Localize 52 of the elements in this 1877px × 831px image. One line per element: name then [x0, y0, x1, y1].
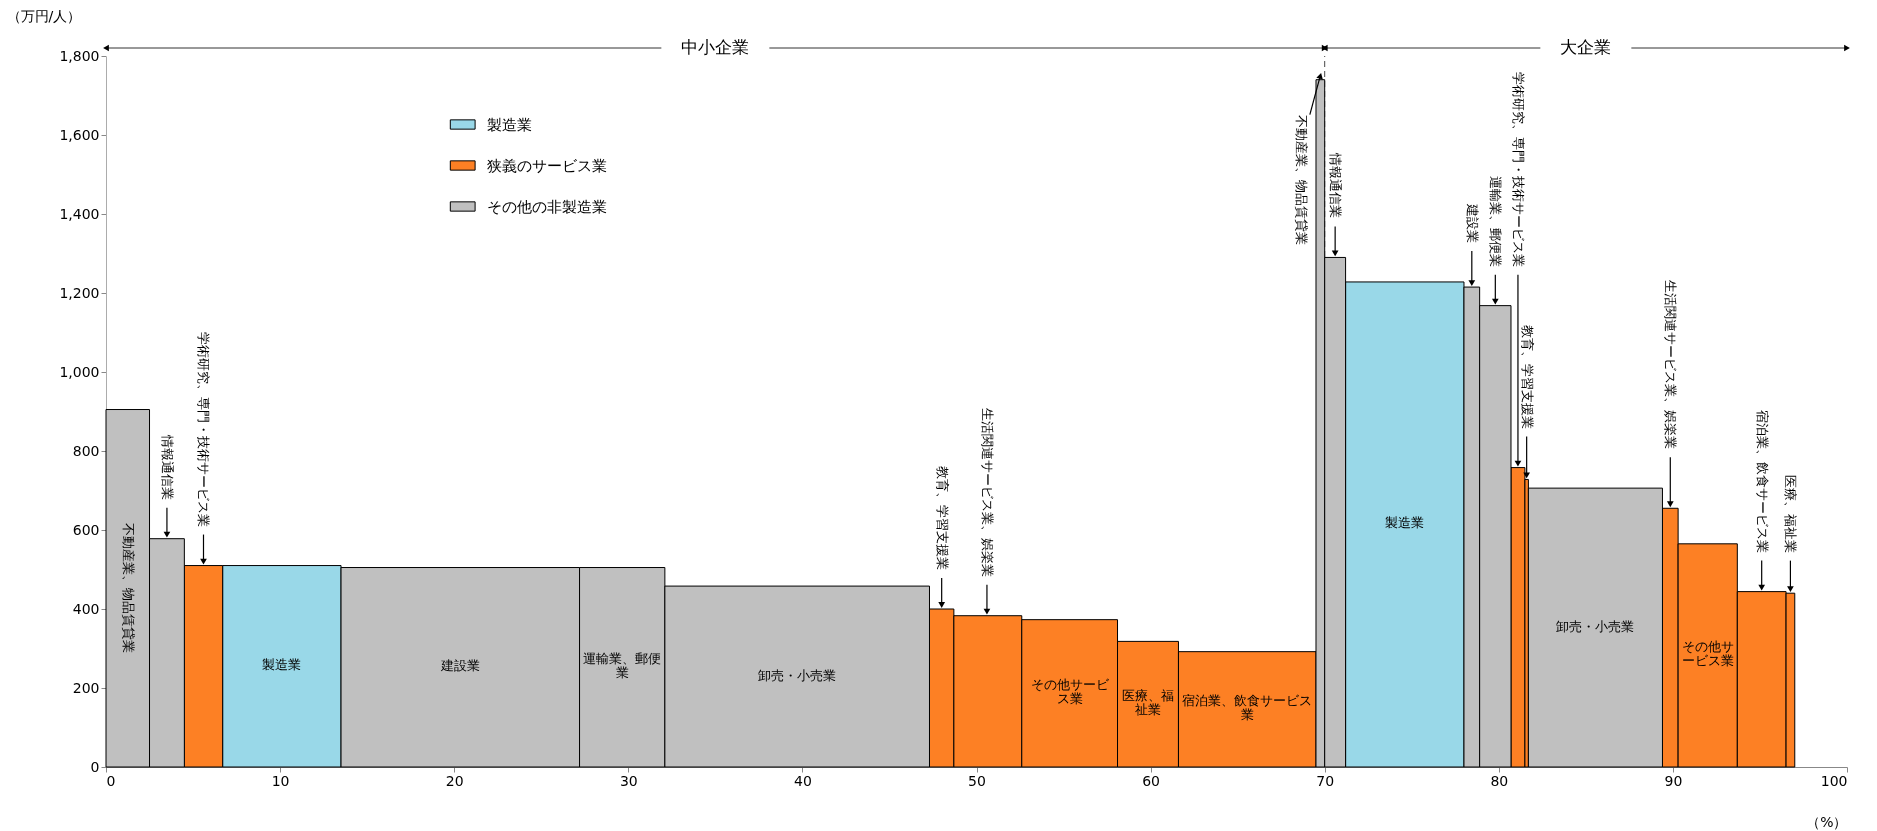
x-tick-label: 70 — [1316, 772, 1335, 789]
x-tick-label: 90 — [1664, 772, 1683, 789]
y-tick-label: 1,000 — [59, 363, 100, 380]
x-tick-label: 0 — [106, 772, 116, 789]
y-tick-label: 0 — [90, 758, 100, 775]
annotation: 運輸業、郵便業 — [1488, 175, 1504, 267]
annotation: 運輸業、郵便業 — [583, 651, 662, 681]
annotation: 学術研究、専門・技術サービス業 — [196, 331, 212, 527]
y-tick-label: 600 — [72, 521, 100, 538]
annotation: 建設業 — [439, 658, 480, 674]
annotation: 建設業 — [1464, 202, 1480, 243]
x-axis-title: （%） — [1806, 813, 1848, 830]
annotation: その他サービス業 — [1681, 639, 1734, 669]
x-tick-label: 10 — [271, 772, 290, 789]
annotation: 生活関連サービス業、娯楽業 — [1663, 280, 1679, 450]
x-tick-label: 100 — [1820, 772, 1848, 789]
annotation: 宿泊業、飲食サービス業 — [1182, 693, 1313, 723]
y-tick-label: 1,200 — [59, 284, 100, 301]
annotation: 生活関連サービス業、娯楽業 — [979, 407, 995, 577]
y-tick-label: 400 — [72, 600, 100, 617]
annotation: 製造業 — [262, 657, 302, 673]
annotation: 製造業 — [1385, 515, 1425, 531]
y-tick-label: 1,600 — [59, 126, 100, 143]
annotation: 情報通信業 — [159, 433, 175, 500]
annotation: 不動産業、物品賃貸業 — [120, 523, 136, 654]
band-label: 中小企業 — [681, 37, 750, 57]
annotation: 教育、学習支援業 — [1519, 324, 1535, 429]
annotation: その他サービス業 — [1030, 677, 1110, 707]
x-tick-label: 80 — [1490, 772, 1509, 789]
x-tick-label: 20 — [445, 772, 464, 789]
legend-label: 製造業 — [487, 115, 533, 134]
annotation: 卸売・小売業 — [758, 667, 837, 683]
x-tick-label: 40 — [793, 772, 812, 789]
x-tick-label: 30 — [619, 772, 638, 789]
annotation: 教育、学習支援業 — [934, 466, 950, 570]
annotation: 医療、福祉業 — [1121, 688, 1174, 718]
legend-label: その他の非製造業 — [487, 197, 608, 216]
x-tick-label: 50 — [968, 772, 986, 789]
y-tick-label: 1,800 — [59, 47, 100, 64]
y-tick-label: 200 — [72, 679, 100, 696]
y-axis-title: （万円/人） — [6, 7, 82, 24]
y-tick-label: 1,400 — [59, 205, 100, 222]
annotation: 学術研究、専門・技術サービス業 — [1510, 71, 1526, 267]
annotation: 卸売・小売業 — [1556, 618, 1635, 634]
annotation: 不動産業、物品賃貸業 — [1294, 114, 1310, 245]
y-tick-label: 800 — [72, 442, 100, 459]
annotation: 医療、福祉業 — [1783, 474, 1799, 553]
legend-label: 狭義のサービス業 — [487, 156, 608, 175]
annotation: 宿泊業、飲食サービス業 — [1754, 409, 1770, 553]
band-label: 大企業 — [1560, 37, 1612, 57]
annotation: 情報通信業 — [1328, 152, 1344, 219]
x-tick-label: 60 — [1142, 772, 1161, 789]
